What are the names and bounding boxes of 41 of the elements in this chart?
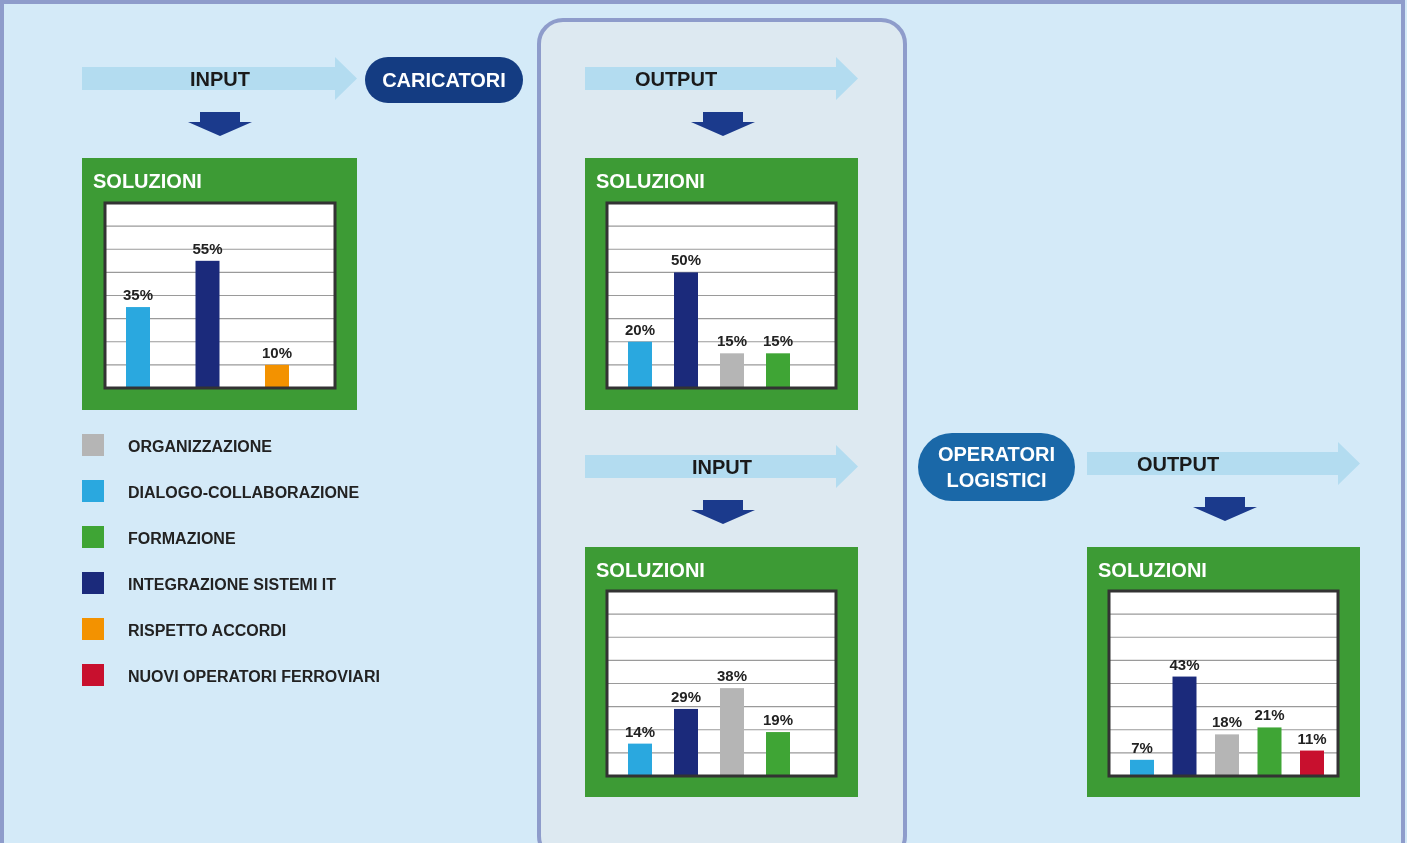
data-label: 50% — [670, 251, 702, 269]
text: DIALOGO-COLLABORAZIONE — [128, 484, 360, 501]
data-label: 15% — [716, 332, 748, 350]
bar — [766, 732, 790, 776]
bar — [1130, 759, 1154, 776]
bar — [1172, 676, 1197, 776]
text: ORGANIZZAZIONE — [128, 438, 273, 455]
data-label: 55% — [192, 239, 223, 257]
bar — [628, 743, 652, 776]
data-label: 19% — [762, 711, 794, 729]
text: NUOVI OPERATORI FERROVIARI — [128, 668, 380, 685]
chart-title: SOLUZIONI — [93, 170, 202, 192]
data-label: 43% — [1169, 655, 1200, 673]
text: INPUT — [190, 68, 250, 90]
text: INTEGRAZIONE SISTEMI IT — [128, 576, 337, 593]
data-label: 35% — [122, 286, 154, 304]
text: FORMAZIONE — [128, 530, 236, 547]
data-label: 7% — [1131, 738, 1153, 756]
text: INPUT — [692, 456, 752, 478]
text: OPERATORI LOGISTICI — [937, 443, 1056, 491]
chart-title: SOLUZIONI — [596, 170, 705, 192]
data-label: 38% — [716, 667, 748, 685]
data-label: 21% — [1254, 706, 1285, 724]
text: CARICATORI — [382, 69, 506, 91]
data-label: 29% — [670, 687, 702, 705]
data-label: 14% — [624, 722, 656, 740]
bar — [720, 688, 744, 776]
data-label: 15% — [762, 332, 794, 350]
bar — [1257, 727, 1282, 776]
data-label: 11% — [1297, 729, 1327, 747]
chart-title: SOLUZIONI — [1098, 559, 1207, 581]
data-label: 10% — [261, 343, 293, 361]
bar — [1215, 734, 1239, 776]
data-label: 18% — [1211, 713, 1243, 731]
bar — [674, 708, 698, 776]
chart-title: SOLUZIONI — [596, 559, 705, 581]
text: OUTPUT — [1136, 453, 1220, 475]
bar — [1300, 750, 1324, 776]
data-label: 20% — [624, 320, 656, 338]
text: OUTPUT — [634, 68, 718, 90]
text: RISPETTO ACCORDI — [128, 622, 287, 639]
